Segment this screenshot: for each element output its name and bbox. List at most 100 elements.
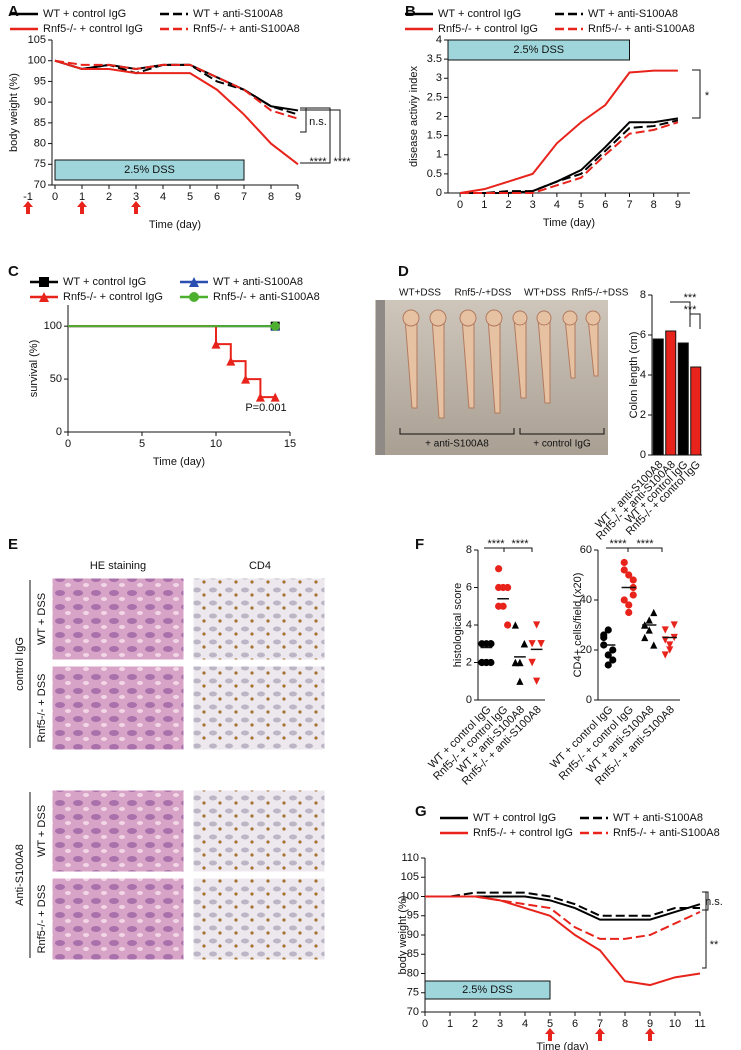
x-tick-label: 8 [622,1018,628,1030]
marker [604,651,612,659]
marker [661,651,669,659]
x-tick-label: 1 [79,191,85,203]
y-tick-label: 2 [466,656,472,668]
treatment-arrow [595,1028,605,1041]
marker [39,277,49,287]
marker [661,626,669,634]
marker [666,646,674,654]
y-axis-label: CD4+ cells/field (x20) [572,573,584,678]
y-axis-label: Colon length (cm) [628,332,640,419]
legend-label: WT + control IgG [473,812,556,824]
y-tick-label: 6 [466,581,472,593]
y-tick-label: 70 [34,179,46,191]
photo-label: Rnf5-/-+DSS [572,288,629,299]
marker [650,641,658,649]
x-tick-label: 0 [52,191,58,203]
x-axis-label: Time (day) [543,217,595,229]
colons [402,309,601,419]
y-axis-label: disease activiy index [408,66,420,167]
panel-letter: E [8,536,18,553]
y-tick-label: 50 [50,373,62,385]
x-tick-label: 5 [578,199,584,211]
x-tick-label: 4 [522,1018,528,1030]
marker [516,658,524,667]
y-tick-label: 4 [640,369,646,381]
panel-letter: F [415,536,424,553]
y-tick-label: 0 [436,187,442,199]
annotation: **** [309,156,327,168]
marker [487,640,495,648]
x-tick-label: 11 [694,1018,705,1030]
column-label: CD4 [249,560,271,572]
series-line [425,891,700,917]
y-tick-label: 90 [407,929,419,941]
bar [690,366,702,456]
x-tick-label: 15 [284,438,296,450]
significance-bracket [606,547,663,552]
legend-label: Rnf5-/- + anti-S100A8 [613,827,720,839]
dss-box [447,39,630,61]
marker [620,558,628,567]
legend-label: Rnf5-/- + anti-S100A8 [193,23,300,35]
y-tick-label: 40 [580,594,592,606]
marker [528,640,536,648]
legend-label: WT + anti-S100A8 [213,276,303,288]
series-line [54,59,299,166]
x-tick-label: 6 [602,199,608,211]
legend-label: WT + control IgG [43,8,126,20]
marker [211,339,221,349]
annotation: * [705,90,710,102]
y-tick-label: 85 [407,948,419,960]
y-tick-label: 1 [436,149,442,161]
annotation: **** [511,538,529,550]
legend-label: Rnf5-/- + control IgG [473,827,573,839]
y-axis-label: body weight (%) [397,896,409,975]
x-tick-label: 4 [554,199,560,211]
marker [511,621,519,629]
marker [645,626,653,634]
series-line [460,117,679,194]
marker [39,292,49,302]
legend-label: Rnf5-/- + control IgG [438,23,538,35]
x-tick-label: 9 [647,1018,653,1030]
y-tick-label: 8 [640,289,646,301]
x-tick-label: 1 [481,199,487,211]
treatment-arrow [23,201,33,214]
annotation: *** [684,292,698,304]
y-axis-label: body weight (%) [8,73,20,152]
x-tick-label: 2 [505,199,511,211]
y-tick-label: 110 [401,852,419,864]
panel-letter: B [405,3,416,20]
significance-bracket [670,301,701,329]
series-line [425,895,701,987]
group-label: + control IgG [533,439,591,450]
x-tick-label: 7 [241,191,247,203]
marker [620,596,628,604]
marker [270,321,280,331]
x-tick-label: 5 [547,1018,553,1030]
x-tick-label: 8 [651,199,657,211]
marker [520,640,528,648]
marker [504,621,512,629]
photo-label: WT+DSS [399,288,441,299]
dss-box [54,159,245,181]
legend-label: WT + anti-S100A8 [588,8,678,20]
row-label: WT + DSS [36,805,48,857]
significance-bracket [300,107,341,164]
dss-box [424,980,551,1000]
x-tick-label: 0 [457,199,463,211]
y-tick-label: 95 [34,75,46,87]
y-tick-label: 70 [407,1006,419,1018]
panel-letter: D [398,263,409,280]
marker [241,374,251,384]
marker [604,661,612,669]
y-axis-label: survival (%) [28,340,40,397]
annotation: **** [333,156,351,168]
panel-letter: G [415,803,427,820]
x-tick-label: 9 [295,191,301,203]
group-bracket [399,428,605,435]
treatment-arrow [77,201,87,214]
marker [629,591,637,599]
marker [255,392,265,402]
marker [226,356,236,366]
